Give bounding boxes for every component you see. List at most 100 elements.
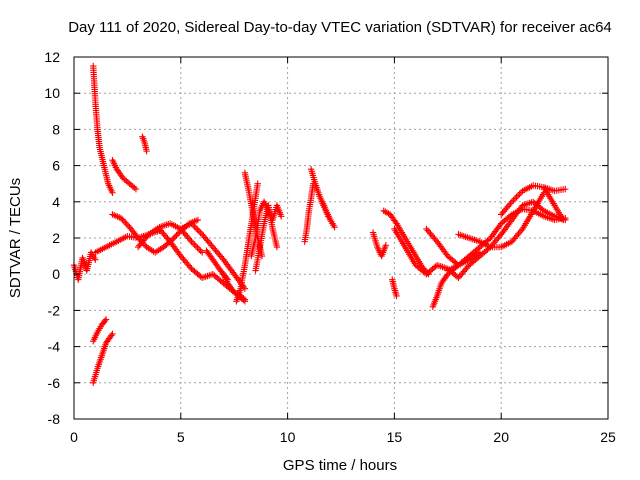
data-point	[254, 180, 261, 187]
x-tick-label: 5	[177, 429, 185, 445]
x-tick-label: 15	[387, 429, 403, 445]
data-point	[102, 316, 110, 323]
y-tick-label: 8	[52, 121, 60, 137]
data-point-fill	[101, 317, 109, 325]
data-point	[559, 216, 567, 224]
data-point	[198, 249, 206, 256]
x-tick-label: 25	[600, 429, 616, 445]
data-point-fill	[510, 197, 517, 204]
series-arc-28	[444, 205, 569, 274]
data-point-fill	[120, 217, 128, 225]
series-arc-25	[429, 261, 462, 310]
data-point-fill	[485, 236, 493, 243]
data-point-fill	[171, 233, 179, 240]
data-point-fill	[191, 241, 198, 248]
data-point	[132, 185, 140, 193]
data-point	[393, 292, 400, 300]
data-point-fill	[197, 247, 204, 255]
data-point-fill	[511, 195, 519, 202]
axis-ticks	[73, 56, 609, 420]
data-point-fill	[123, 220, 130, 228]
y-tick-label: 6	[52, 158, 60, 174]
data-point-fill	[174, 230, 182, 237]
data-point-fill	[240, 295, 247, 302]
data-point-fill	[513, 193, 520, 201]
series-arc-18	[301, 180, 317, 245]
series-arc-22	[380, 207, 432, 278]
y-axis-label: SDTVAR / TECUs	[7, 178, 24, 298]
data-point-fill	[122, 219, 129, 226]
series-arc-23	[389, 276, 400, 300]
x-tick-label: 20	[493, 429, 509, 445]
data-point	[476, 249, 484, 256]
data-point-fill	[195, 246, 203, 253]
data-point	[92, 256, 99, 263]
y-tick-label: 0	[52, 266, 60, 282]
y-tick-labels: -8 -6 -4 -2 0 2 4 6 8 10 12	[44, 49, 60, 427]
series-arc-21	[369, 229, 390, 260]
series-arc-31	[540, 184, 567, 224]
data-point	[382, 242, 390, 249]
data-point	[117, 214, 125, 222]
series-arc-29	[498, 182, 569, 218]
data-point	[188, 238, 195, 245]
series-arc-14	[233, 180, 261, 305]
y-tick-label: 2	[52, 230, 60, 246]
data-point-fill	[195, 228, 203, 235]
series-arc-17	[252, 202, 281, 274]
data-point	[143, 147, 150, 155]
x-tick-label: 10	[280, 429, 296, 445]
data-point-fill	[194, 244, 201, 252]
series-arc-02	[90, 62, 116, 196]
y-tick-label: 10	[44, 85, 60, 101]
data-point-fill	[189, 221, 197, 229]
data-point	[188, 220, 195, 227]
data-point-fill	[517, 189, 525, 196]
series-arc-01	[70, 249, 99, 283]
series-arc-20	[318, 198, 338, 231]
series-arc-06	[139, 133, 150, 155]
data-point	[241, 296, 249, 303]
data-point-fill	[173, 232, 180, 239]
grid-lines	[74, 57, 608, 419]
data-point-fill	[119, 216, 126, 223]
data-point	[134, 234, 142, 242]
y-tick-label: -8	[48, 411, 61, 427]
data-point-fill	[516, 190, 523, 198]
y-tick-label: 4	[52, 194, 60, 210]
x-tick-label: 0	[70, 429, 78, 445]
series-arc-05	[109, 156, 140, 193]
data-point-fill	[514, 192, 522, 199]
data-point-fill	[191, 223, 198, 230]
data-point	[562, 185, 569, 193]
data-point	[194, 216, 202, 224]
data-point	[109, 189, 116, 196]
data-point-fill	[189, 239, 197, 247]
data-point-fill	[539, 206, 546, 213]
series-arc-11	[177, 220, 249, 292]
data-point	[508, 198, 516, 205]
y-tick-label: -6	[48, 375, 61, 391]
y-tick-label: -4	[48, 339, 61, 355]
data-point-fill	[392, 218, 399, 226]
data-point-fill	[194, 226, 201, 233]
y-tick-label: -2	[48, 302, 61, 318]
data-point-fill	[170, 235, 177, 242]
y-tick-label: 12	[44, 49, 60, 65]
series-arc-04	[90, 316, 110, 345]
data-points	[70, 62, 569, 386]
series-arc-09	[134, 220, 206, 256]
data-point-fill	[192, 243, 200, 250]
data-point	[331, 223, 338, 231]
data-point	[109, 330, 116, 338]
data-point-fill	[192, 224, 200, 232]
series-arc-03	[90, 330, 116, 386]
chart-title: Day 111 of 2020, Sidereal Day-to-day VTE…	[68, 19, 612, 36]
x-axis-label: GPS time / hours	[283, 457, 397, 474]
data-point-fill	[108, 332, 115, 339]
data-point	[277, 213, 285, 220]
data-point	[273, 243, 281, 251]
x-tick-labels: 0 5 10 15 20 25	[70, 429, 616, 445]
series-arc-24	[391, 225, 494, 282]
